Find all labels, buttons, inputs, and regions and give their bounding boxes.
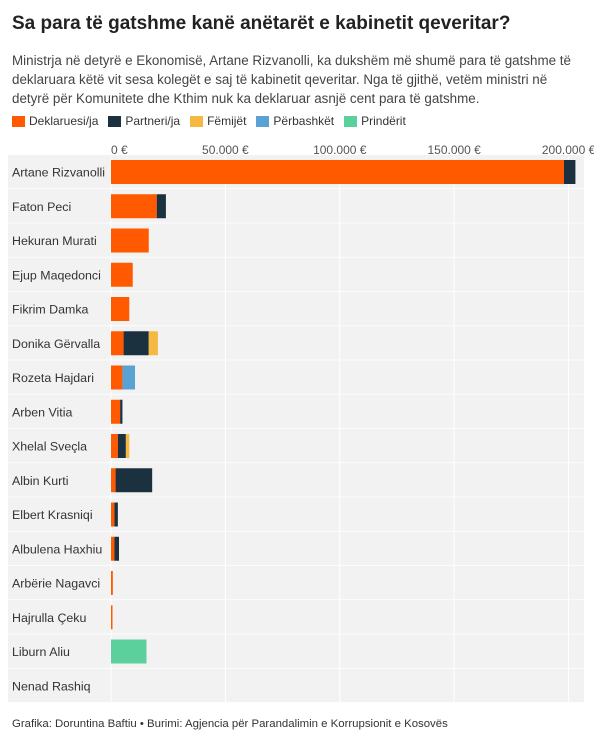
row-band	[8, 600, 584, 635]
bar-segment	[111, 571, 113, 595]
x-tick-label: 50.000 €	[202, 143, 249, 157]
row-band	[8, 291, 584, 327]
legend-label: Deklaruesi/ja	[29, 114, 99, 128]
category-label: Xhelal Sveçla	[12, 440, 87, 454]
category-label: Arben Vitia	[12, 405, 72, 419]
legend-swatch	[256, 115, 270, 127]
legend-item-2: Fëmijët	[190, 114, 246, 128]
row-band	[8, 463, 584, 498]
legend-label: Partneri/ja	[125, 114, 181, 128]
x-tick-label: 0 €	[111, 143, 128, 157]
bar-segment	[111, 331, 124, 356]
row-band	[8, 634, 584, 669]
bar-segment	[148, 331, 158, 356]
bar-segment	[111, 399, 121, 424]
category-label: Nenad Rashiq	[12, 679, 91, 693]
category-label: Hajrulla Çeku	[12, 611, 86, 625]
bar-segment	[111, 639, 147, 664]
row-band	[8, 497, 584, 532]
footer-credits: Grafika: Doruntina Baftiu • Burimi: Agje…	[12, 718, 448, 730]
category-label: Elbert Krasniqi	[12, 508, 93, 522]
bar-segment	[111, 502, 115, 527]
legend-label: Prindërit	[361, 114, 406, 128]
bar-segment	[114, 536, 120, 561]
bar-segment	[111, 434, 118, 458]
row-band	[8, 360, 584, 395]
category-label: Liburn Aliu	[12, 645, 70, 659]
bar-segment	[117, 434, 126, 458]
legend-swatch	[190, 115, 204, 127]
legend-label: Fëmijët	[207, 114, 247, 128]
chart-title: Sa para të gatshme kanë anëtarët e kabin…	[12, 13, 511, 34]
legend-item-0: Deklaruesi/ja	[12, 114, 98, 128]
legend-label: Përbashkët	[273, 114, 335, 128]
chart-subtitle: Ministrja në detyrë e Ekonomisë, Artane …	[12, 53, 571, 106]
row-band	[8, 531, 584, 566]
x-tick-label: 150.000 €	[427, 143, 481, 157]
legend-swatch	[12, 115, 25, 127]
legend-item-4: Prindërit	[344, 114, 406, 128]
category-label: Albulena Haxhiu	[12, 542, 102, 556]
row-band	[8, 257, 584, 292]
legend-swatch	[344, 115, 358, 127]
row-band	[8, 223, 584, 258]
category-label: Donika Gërvalla	[12, 337, 100, 351]
x-tick-label: 100.000 €	[313, 143, 367, 157]
bar-segment	[111, 605, 113, 630]
bar-segment	[111, 365, 123, 390]
category-label: Albin Kurti	[12, 474, 68, 488]
bar-segment	[111, 468, 116, 493]
category-label: Faton Peci	[12, 200, 71, 214]
category-label: Fikrim Damka	[12, 303, 89, 317]
legend-item-3: Përbashkët	[256, 114, 334, 128]
bar-segment	[111, 160, 564, 184]
bar-segment	[111, 536, 115, 561]
category-label: Hekuran Murati	[12, 234, 97, 248]
bar-segment	[122, 365, 136, 390]
legend-item-1: Partneri/ja	[108, 114, 180, 128]
bar-segment	[120, 399, 123, 424]
bar-segment	[125, 434, 130, 458]
row-band	[8, 565, 584, 601]
row-band	[8, 668, 584, 703]
stacked-bar-chart: 0 € 50.000 € 100.000 € 150.000 € 200.000 € Ar…	[8, 143, 594, 704]
bar-segment	[156, 194, 166, 219]
row-band	[8, 326, 584, 361]
category-label: Rozeta Hajdari	[12, 371, 94, 385]
bar-segment	[111, 297, 130, 321]
category-label: Artane Rizvanolli	[12, 166, 105, 180]
bar-segment	[111, 194, 157, 219]
category-label: Arbërie Nagavci	[12, 577, 100, 591]
bar-segment	[115, 468, 153, 493]
bar-segment	[111, 228, 149, 253]
row-band	[8, 428, 584, 464]
bar-segment	[563, 160, 576, 184]
bar-segment	[111, 262, 133, 287]
row-band	[8, 394, 584, 429]
x-tick-label: 200.000 €	[542, 143, 594, 157]
category-label: Ejup Maqedonci	[12, 268, 101, 282]
row-band	[8, 189, 584, 224]
bar-segment	[114, 502, 118, 527]
bar-segment	[123, 331, 149, 356]
legend: Deklaruesi/ja Partneri/ja Fëmijët Përbashkë…	[12, 114, 406, 128]
legend-swatch	[108, 115, 122, 127]
